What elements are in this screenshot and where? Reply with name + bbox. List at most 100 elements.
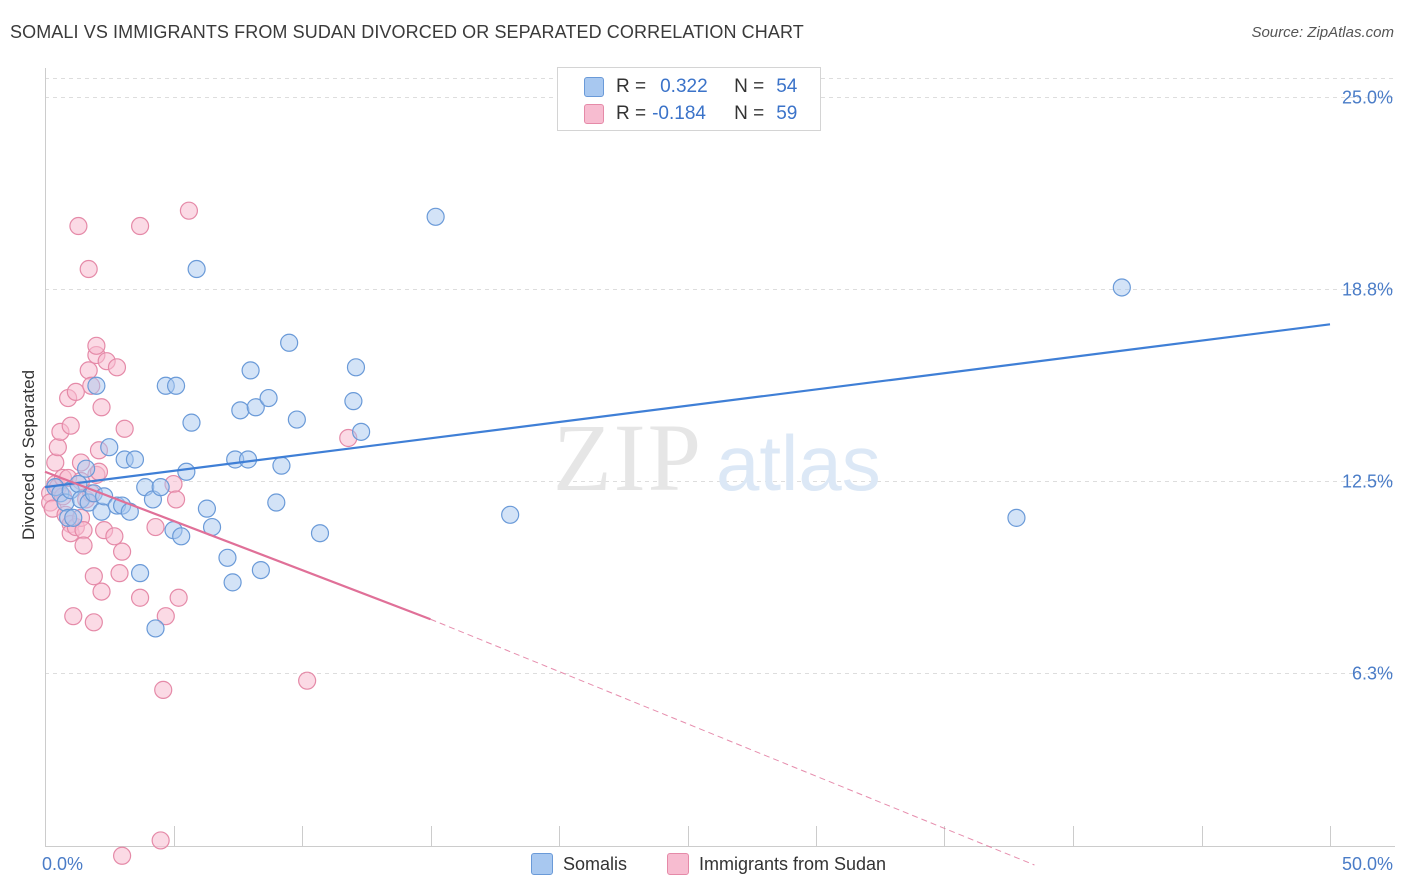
series-somalis-points: [46, 207, 1131, 638]
data-point-somalis: [1112, 278, 1131, 297]
data-point-somalis: [241, 361, 260, 380]
data-point-somalis: [218, 548, 237, 567]
legend-n-label: N =: [734, 103, 765, 124]
data-point-sudan: [112, 542, 132, 561]
legend-swatch: [667, 853, 689, 875]
data-point-somalis: [346, 358, 366, 377]
data-point-somalis: [231, 401, 250, 420]
data-point-sudan: [64, 607, 83, 626]
data-point-somalis: [130, 564, 150, 583]
x-tick-label: 0.0%: [42, 854, 83, 874]
watermark-zip: ZIP: [553, 404, 703, 511]
legend-r-label: R =: [616, 76, 647, 97]
data-point-sudan: [179, 201, 199, 220]
data-point-somalis: [92, 502, 111, 521]
data-point-sudan: [69, 216, 88, 236]
data-point-somalis: [151, 478, 170, 497]
data-point-sudan: [107, 358, 127, 377]
series-sudan-points: [41, 201, 358, 865]
tick-labels: 6.3% 12.5% 18.8% 25.0% 0.0% 50.0%: [42, 88, 1393, 875]
x-tick-label: 50.0%: [1342, 854, 1393, 874]
data-point-somalis: [146, 619, 165, 638]
legend-row-somalis: R = 0.322 N = 54: [616, 74, 797, 100]
legend-swatch-somalis: [584, 77, 604, 97]
data-point-somalis: [1007, 508, 1026, 527]
data-point-somalis: [352, 422, 371, 441]
legend-label: Somalis: [563, 853, 628, 874]
data-point-somalis: [272, 456, 291, 475]
legend-n-label: N =: [734, 76, 765, 97]
legend-label: Immigrants from Sudan: [699, 853, 887, 874]
legend-item-sudan[interactable]: Immigrants from Sudan: [667, 851, 886, 877]
legend-r-label: R =: [616, 103, 647, 124]
data-point-somalis: [64, 508, 83, 527]
data-point-somalis: [177, 462, 196, 481]
correlation-legend: R = 0.322 N = 54 R = -0.184 N = 59: [557, 67, 821, 131]
data-point-somalis: [426, 207, 445, 226]
watermark: ZIP atlas: [553, 404, 881, 511]
data-point-sudan: [79, 361, 98, 380]
data-point-sudan: [146, 517, 165, 537]
data-point-somalis: [100, 438, 119, 457]
data-point-sudan: [66, 382, 85, 402]
y-tick-label: 12.5%: [1342, 472, 1393, 492]
data-point-somalis: [238, 450, 258, 469]
y-tick-label: 18.8%: [1342, 280, 1393, 300]
data-point-sudan: [112, 846, 132, 865]
legend-r-value: 0.322: [660, 76, 708, 97]
y-tick-label: 25.0%: [1342, 88, 1393, 108]
data-point-somalis: [344, 392, 363, 411]
data-point-somalis: [267, 493, 286, 512]
trend-line-sudan: [44, 470, 431, 621]
data-point-sudan: [46, 453, 65, 472]
legend-r-value: -0.184: [652, 103, 706, 124]
data-point-sudan: [110, 564, 129, 583]
data-point-somalis: [310, 524, 330, 543]
data-point-somalis: [187, 259, 206, 279]
chart-title: SOMALI VS IMMIGRANTS FROM SUDAN DIVORCED…: [10, 22, 804, 42]
trend-line-sudan-extension: [430, 618, 1035, 866]
data-point-somalis: [246, 398, 265, 417]
source-label: Source: ZipAtlas.com: [1251, 24, 1394, 41]
data-point-somalis: [280, 333, 299, 352]
data-point-sudan: [166, 490, 186, 509]
data-point-somalis: [87, 376, 106, 395]
data-point-somalis: [251, 560, 270, 580]
data-point-sudan: [74, 536, 93, 555]
legend-item-somalis[interactable]: Somalis: [531, 851, 627, 877]
data-point-sudan: [92, 582, 111, 601]
data-point-sudan: [115, 419, 134, 438]
legend-n-value: 59: [776, 103, 798, 124]
data-point-sudan: [130, 588, 150, 607]
legend-row-sudan: R = -0.184 N = 59: [616, 101, 797, 127]
data-point-sudan: [151, 831, 170, 850]
data-point-somalis: [223, 573, 242, 592]
data-point-sudan: [84, 567, 103, 586]
axes: [45, 68, 1395, 847]
data-point-somalis: [125, 450, 145, 469]
data-point-sudan: [130, 216, 150, 236]
data-point-sudan: [87, 336, 106, 355]
data-point-sudan: [48, 438, 67, 457]
data-point-somalis: [172, 527, 191, 546]
data-point-somalis: [501, 505, 520, 524]
data-point-somalis: [77, 459, 96, 478]
data-point-sudan: [156, 607, 175, 626]
data-point-somalis: [259, 388, 278, 408]
legend-swatch-sudan: [584, 104, 604, 124]
data-point-sudan: [92, 398, 111, 417]
data-point-somalis: [166, 376, 186, 395]
data-point-sudan: [154, 680, 173, 699]
watermark-atlas: atlas: [716, 419, 881, 507]
legend-n-value: 54: [776, 76, 798, 97]
data-point-somalis: [197, 499, 217, 518]
y-tick-label: 6.3%: [1352, 664, 1393, 684]
data-point-sudan: [79, 259, 98, 279]
data-point-sudan: [105, 527, 124, 546]
data-point-somalis: [182, 413, 201, 432]
data-point-sudan: [298, 671, 317, 690]
data-point-sudan: [61, 416, 80, 435]
legend-swatch: [531, 853, 553, 875]
trend-lines: [44, 323, 1331, 866]
